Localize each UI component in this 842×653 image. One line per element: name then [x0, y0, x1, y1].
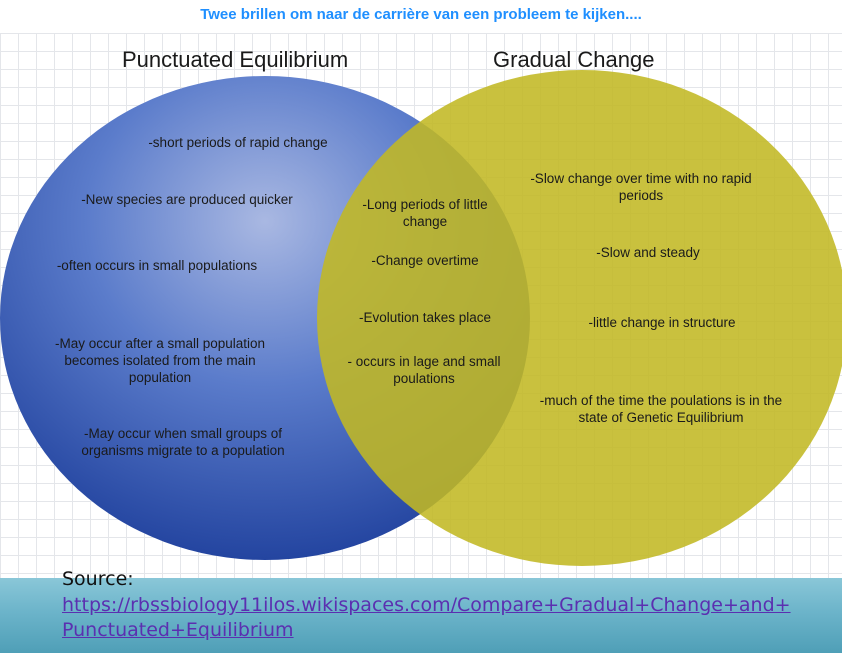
left-item: -often occurs in small populations — [56, 258, 258, 273]
left-item: -May occur when small groups of organism… — [81, 426, 285, 458]
overlap-item: - occurs in lage and small poulations — [347, 354, 501, 386]
overlap-item: -Long periods of little change — [362, 197, 488, 229]
source-link[interactable]: https://rbssbiology11ilos.wikispaces.com… — [62, 594, 791, 641]
right-circle-title: Gradual Change — [493, 47, 655, 72]
right-item: -little change in structure — [588, 315, 736, 330]
left-item: -May occur after a small population beco… — [54, 336, 266, 385]
left-item: -New species are produced quicker — [81, 192, 293, 207]
footer-band — [0, 578, 842, 653]
left-circle-title: Punctuated Equilibrium — [122, 47, 349, 72]
banner-title: Twee brillen om naar de carrière van een… — [200, 6, 642, 23]
right-item: -Slow and steady — [596, 245, 700, 260]
source-label: Source: — [62, 568, 134, 590]
left-item: -short periods of rapid change — [148, 135, 328, 150]
right-circle — [317, 70, 842, 566]
overlap-item: -Change overtime — [371, 253, 479, 268]
right-item: -much of the time the poulations is in t… — [539, 393, 783, 425]
right-item: -Slow change over time with no rapid per… — [530, 171, 752, 203]
overlap-item: -Evolution takes place — [358, 310, 492, 325]
